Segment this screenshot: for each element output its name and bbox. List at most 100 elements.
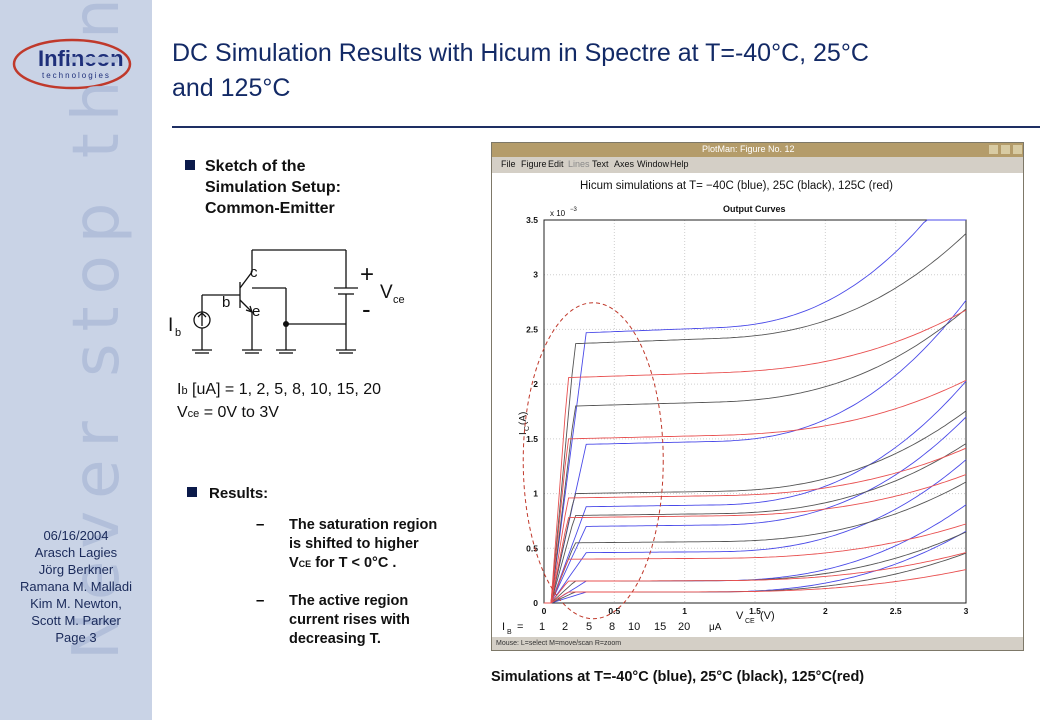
curve-line	[544, 300, 967, 604]
chart-grid	[543, 219, 967, 604]
curve-line	[544, 410, 967, 604]
minus-sign: -	[362, 294, 371, 324]
plotman-window[interactable]: PlotMan: Figure No. 12 File Figure Edit …	[491, 142, 1024, 651]
curve-line	[544, 233, 967, 604]
ib-row-symbol: I	[502, 621, 505, 633]
meta-author: Scott M. Parker	[31, 613, 121, 628]
dash-bullet: –	[256, 516, 265, 533]
emitter-label: e	[252, 303, 260, 320]
saturation-highlight-ellipse	[522, 302, 664, 620]
dash-bullet: –	[256, 592, 265, 609]
ib-param-values: [uA] = 1, 2, 5, 8, 10, 15, 20	[187, 381, 382, 398]
vce-symbol: V	[289, 555, 299, 571]
x-tick-label: 0	[542, 606, 547, 616]
collector-label: c	[250, 264, 258, 281]
curve-line	[544, 552, 967, 604]
meta-page: Page 3	[55, 630, 97, 645]
ib-param-sub: b	[181, 385, 188, 397]
y-tick-label: 3	[533, 270, 538, 280]
meta-author: Arasch Lagies	[34, 545, 118, 560]
ib-value: 5	[586, 621, 592, 633]
setup-heading-line: Common-Emitter	[205, 200, 335, 217]
setup-heading: Sketch of the Simulation Setup: Common-E…	[205, 156, 341, 219]
menu-file[interactable]: File	[501, 159, 516, 169]
curve-line	[544, 380, 967, 604]
menu-window[interactable]: Window	[637, 159, 670, 169]
y-tick-label: 1	[533, 489, 538, 499]
curve-line	[544, 481, 967, 604]
minimize-icon[interactable]	[989, 145, 998, 154]
slide-title-line: and 125°C	[172, 74, 291, 102]
y-axis-label-main: I	[518, 432, 529, 435]
ib-value: 20	[678, 621, 690, 633]
menu-edit[interactable]: Edit	[548, 159, 564, 169]
curve-line	[544, 379, 967, 604]
y-axis-label-sub: C	[524, 426, 531, 431]
output-curves-chart: Hicum simulations at T= −40C (blue), 25C…	[502, 180, 969, 636]
y-tick-label: 1.5	[526, 434, 538, 444]
sidebar: Infineon technologies Never stop thinkin…	[0, 0, 152, 720]
maximize-icon[interactable]	[1001, 145, 1010, 154]
bullet-icon	[187, 487, 197, 497]
window-title: PlotMan: Figure No. 12	[702, 144, 795, 154]
curve-line	[544, 416, 967, 604]
meta-date: 06/16/2004	[43, 528, 109, 543]
y-tick-label: 0.5	[526, 543, 538, 553]
x-tick-label: 1.5	[749, 606, 761, 616]
y-axis-label: I C (A)	[518, 412, 531, 435]
bullet-icon	[185, 160, 195, 170]
curve-line	[544, 308, 967, 604]
plot-area[interactable]: Hicum simulations at T= −40C (blue), 25C…	[492, 173, 1023, 637]
vce-label: V	[380, 282, 393, 303]
meta-author: Kim M. Newton,	[30, 596, 122, 611]
curve-line	[544, 459, 967, 604]
x-axis-label: V CE (V)	[736, 610, 775, 625]
slide-meta: 06/16/2004 Arasch Lagies Jörg Berkner Ra…	[0, 527, 152, 646]
menu-help[interactable]: Help	[670, 159, 689, 169]
result-line: The active region	[289, 593, 409, 609]
meta-author: Ramana M. Malladi	[20, 579, 132, 594]
ib-label-sub: b	[175, 327, 181, 339]
ib-value: 10	[628, 621, 640, 633]
ib-label: I	[168, 315, 173, 336]
y-tick-label: 2.5	[526, 324, 538, 334]
vce-param-symbol: V	[177, 404, 188, 421]
chart-title: Hicum simulations at T= −40C (blue), 25C…	[580, 180, 893, 192]
result-line: decreasing T.	[289, 631, 381, 647]
ib-value: 2	[562, 621, 568, 633]
curve-line	[544, 569, 967, 604]
base-label: b	[222, 294, 230, 311]
result-item-2: The active region current rises with dec…	[289, 592, 410, 649]
curve-line	[544, 474, 967, 604]
circuit-diagram: c b e I b + - V ce	[168, 249, 405, 354]
logo-text: Infineon	[38, 46, 124, 71]
y-tick-label: 3.5	[526, 215, 538, 225]
close-icon[interactable]	[1013, 145, 1022, 154]
result-line: is shifted to higher	[289, 536, 419, 552]
ib-value: 1	[539, 621, 545, 633]
y-exponent: x 10	[550, 209, 566, 218]
curve-line	[544, 523, 967, 604]
menu-figure[interactable]: Figure	[521, 159, 547, 169]
ib-values-row: I B = 1 2 5 8 10 15 20 μA	[502, 621, 722, 636]
menu-lines[interactable]: Lines	[568, 159, 590, 169]
chart-subtitle: Output Curves	[723, 204, 786, 214]
window-titlebar[interactable]: PlotMan: Figure No. 12	[492, 143, 1023, 157]
plus-sign: +	[360, 261, 374, 288]
slide-title-line: DC Simulation Results with Hicum in Spec…	[172, 39, 869, 67]
vce-param-values: = 0V to 3V	[199, 404, 279, 421]
window-menubar: File Figure Edit Lines Text Axes Window …	[492, 158, 1023, 172]
series-125C	[544, 309, 967, 604]
setup-heading-line: Simulation Setup:	[205, 179, 341, 196]
y-axis-label-unit: (A)	[518, 412, 529, 425]
menu-text[interactable]: Text	[592, 159, 609, 169]
menu-axes[interactable]: Axes	[614, 159, 635, 169]
curve-line	[544, 309, 967, 604]
x-tick-label: 1	[682, 606, 687, 616]
y-tick-label: 0	[533, 598, 538, 608]
result-line-tail: for T < 0°C .	[311, 555, 397, 571]
slide-title: DC Simulation Results with Hicum in Spec…	[172, 36, 932, 106]
infineon-logo: Infineon technologies	[12, 38, 132, 90]
result-line: The saturation region	[289, 517, 438, 533]
ib-row-eq: =	[517, 621, 523, 633]
